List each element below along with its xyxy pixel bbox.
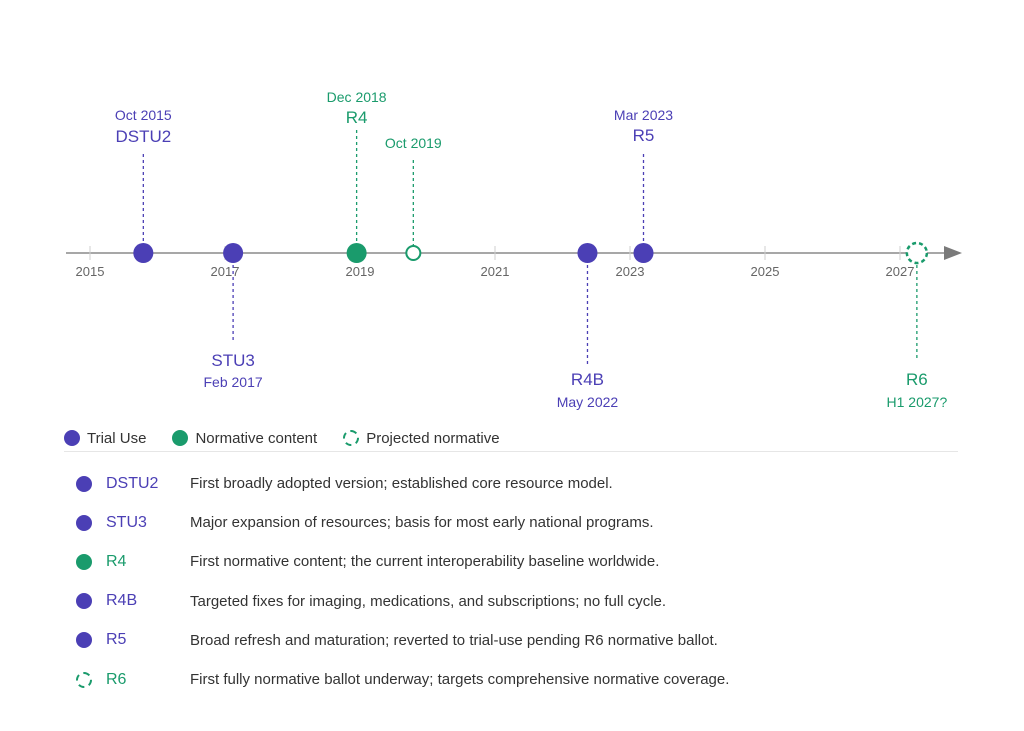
axis-year-label: 2027 <box>886 264 915 279</box>
timeline-axis-arrow <box>944 246 962 260</box>
event-name-dstu2: DSTU2 <box>115 127 171 146</box>
event-marker-r6 <box>905 241 929 265</box>
event-date-r4: Dec 2018 <box>327 89 387 105</box>
projected-dot-icon <box>76 671 92 688</box>
event-name-r4b: R4B <box>571 370 604 389</box>
legend-label-trial-use: Trial Use <box>87 429 147 447</box>
axis-year-label: 2023 <box>616 264 645 279</box>
axis-year-label: 2017 <box>211 264 240 279</box>
version-description: First normative content; the current int… <box>190 553 660 571</box>
event-marker-stu3 <box>223 243 244 263</box>
event-marker-oct2019 <box>405 245 422 261</box>
legend-item-normative: Normative content <box>172 430 317 447</box>
event-date-stu3: Feb 2017 <box>204 374 263 390</box>
normative-dot-icon <box>76 553 92 570</box>
axis-year-label: 2025 <box>751 264 780 279</box>
version-name: R4B <box>106 592 138 610</box>
axis-ticks: 2015 2017 2019 2021 2023 2025 2027 <box>76 246 915 279</box>
version-description: Broad refresh and maturation; reverted t… <box>190 631 718 649</box>
version-name: DSTU2 <box>106 474 159 492</box>
legend-divider <box>64 451 958 452</box>
event-marker-dstu2 <box>133 243 154 263</box>
version-list: DSTU2 First broadly adopted version; est… <box>76 464 976 699</box>
version-description: First broadly adopted version; establish… <box>190 475 613 493</box>
version-description: Major expansion of resources; basis for … <box>190 514 654 532</box>
event-date-r6: H1 2027? <box>887 394 948 410</box>
version-row-stu3: STU3 Major expansion of resources; basis… <box>76 503 976 542</box>
legend-item-projected: Projected normative <box>343 429 500 447</box>
timeline-events: Oct 2015 DSTU2 Feb 2017 STU3 Dec 2018 R4 Oct 2… <box>115 89 948 410</box>
legend-item-trial-use: Trial Use <box>64 430 146 447</box>
version-row-dstu2: DSTU2 First broadly adopted version; est… <box>76 464 976 503</box>
release-timeline: 2015 2017 2019 2021 2023 2025 2027 Oct 2015 DST… <box>66 89 962 410</box>
event-marker-r4b <box>577 243 598 263</box>
event-date-r5: Mar 2023 <box>614 107 673 123</box>
version-row-r5: R5 Broad refresh and maturation; reverte… <box>76 621 976 660</box>
event-date-r4b: May 2022 <box>557 394 619 410</box>
legend: Trial Use Normative content Projected no… <box>64 428 526 448</box>
trial-use-dot-icon <box>76 593 92 610</box>
event-name-r5: R5 <box>633 126 655 145</box>
normative-dot-icon <box>172 430 189 446</box>
legend-label-normative: Normative content <box>195 429 318 447</box>
version-row-r4b: R4B Targeted fixes for imaging, medicati… <box>76 582 976 621</box>
version-row-r6: R6 First fully normative ballot underway… <box>76 660 976 699</box>
axis-year-label: 2015 <box>76 264 105 279</box>
trial-use-dot-icon <box>76 475 92 492</box>
event-name-r4: R4 <box>346 108 368 127</box>
event-marker-r4 <box>346 243 367 263</box>
trial-use-dot-icon <box>76 514 92 531</box>
event-marker-r5 <box>633 243 654 263</box>
legend-label-projected: Projected normative <box>366 429 500 447</box>
version-name: STU3 <box>106 513 147 531</box>
event-date-oct2019: Oct 2019 <box>385 135 442 151</box>
version-description: First fully normative ballot underway; t… <box>190 671 730 689</box>
version-name: R5 <box>106 631 127 649</box>
trial-use-dot-icon <box>76 632 92 649</box>
event-name-r6: R6 <box>906 370 928 389</box>
version-name: R4 <box>106 552 127 570</box>
trial-use-dot-icon <box>64 430 80 446</box>
axis-year-label: 2019 <box>346 264 375 279</box>
version-row-r4: R4 First normative content; the current … <box>76 542 976 581</box>
version-name: R6 <box>106 670 127 688</box>
event-name-stu3: STU3 <box>211 351 254 370</box>
event-date-dstu2: Oct 2015 <box>115 107 172 123</box>
projected-dot-icon <box>343 430 360 446</box>
version-description: Targeted fixes for imaging, medications,… <box>190 592 667 610</box>
axis-year-label: 2021 <box>481 264 510 279</box>
